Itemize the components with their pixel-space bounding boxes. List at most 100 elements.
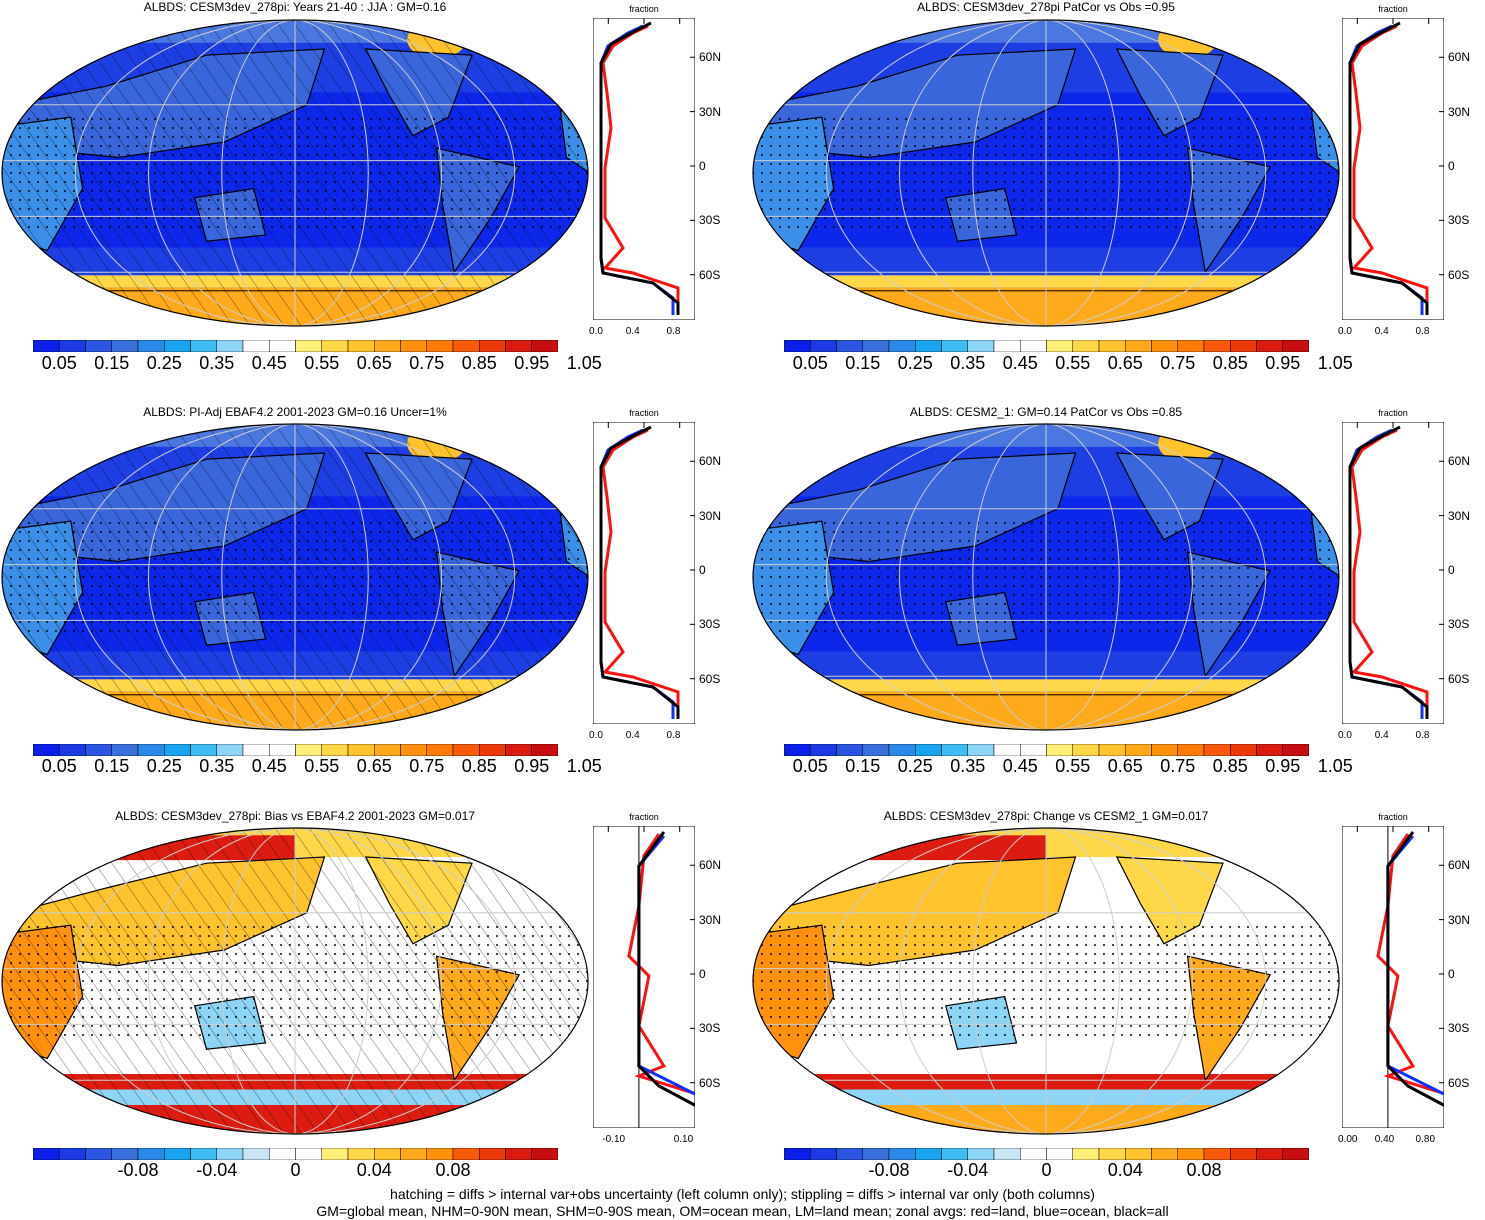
colorbar-swatch [1177, 1148, 1205, 1160]
colorbar-swatch [531, 1148, 558, 1160]
colorbar-label: 0.15 [845, 353, 881, 373]
lat-label: 30N [699, 508, 722, 523]
lat-label: 0 [1448, 562, 1455, 577]
colorbar-swatch [1020, 1148, 1047, 1160]
colorbar-swatch [426, 1148, 454, 1160]
colorbar-swatch [1046, 1148, 1073, 1160]
colorbar-label: 0.75 [409, 756, 445, 776]
colorbar-swatch [269, 1148, 296, 1160]
colorbar-label: 0.55 [304, 756, 340, 776]
map-outline [1, 19, 589, 327]
colorbar-swatch [505, 340, 532, 352]
colorbar-swatch [1125, 1148, 1152, 1160]
colorbar-swatch [888, 340, 916, 352]
zonal-all-curve [599, 425, 680, 719]
colorbar-swatch [216, 340, 244, 352]
colorbar-swatch [321, 1148, 349, 1160]
zonal-land-curve [1350, 428, 1429, 719]
zonal-header: fraction [1378, 408, 1408, 418]
colorbar-label: -0.04 [196, 1160, 238, 1180]
lat-label: 30N [1448, 508, 1471, 523]
colorbar-swatch [1203, 1148, 1231, 1160]
colorbar-label: 0.45 [251, 353, 287, 373]
colorbar-swatch [1282, 340, 1309, 352]
zonal-xtick: 0.0 [589, 730, 603, 741]
colorbar-label: 0.55 [304, 353, 340, 373]
colorbar-label: 1.05 [566, 756, 602, 776]
colorbar-swatch [810, 340, 837, 352]
colorbar-label: 0.35 [950, 756, 986, 776]
colorbar-swatch [1282, 744, 1309, 756]
colorbar-swatch [505, 744, 532, 756]
colorbar-label: 0.65 [1107, 353, 1143, 373]
colorbar-swatch [269, 744, 296, 756]
colorbar-swatch [1098, 340, 1126, 352]
colorbar-label: 0.08 [1186, 1160, 1222, 1180]
lat-label: 0 [699, 158, 706, 173]
colorbar-swatch [967, 340, 995, 352]
colorbar-swatch [85, 1148, 112, 1160]
zonal-plot-p5 [593, 826, 695, 1128]
colorbar-label: 0.08 [435, 1160, 471, 1180]
colorbar-swatch [1098, 1148, 1126, 1160]
colorbar-swatch [374, 1148, 401, 1160]
map-p1 [1, 19, 589, 327]
colorbar-swatch [1072, 1148, 1100, 1160]
zonal-all-curve [1348, 21, 1429, 315]
footer-line-2: GM=global mean, NHM=0-90N mean, SHM=0-90… [316, 1203, 1169, 1219]
zonal-xtick: 0.4 [1374, 730, 1389, 741]
colorbar [33, 744, 558, 756]
colorbar-swatch [164, 340, 191, 352]
lat-label: 30N [699, 912, 722, 927]
colorbar-swatch [810, 1148, 837, 1160]
colorbar-label: 0.75 [409, 353, 445, 373]
zonal-land-curve [1376, 833, 1444, 1096]
colorbar-swatch [426, 744, 454, 756]
lat-label: 30N [1448, 104, 1471, 119]
colorbar-label: 0.04 [356, 1160, 392, 1180]
lat-label: 60N [1448, 858, 1471, 873]
colorbar-label: 0.65 [1107, 756, 1143, 776]
colorbar-label: 0.65 [356, 756, 392, 776]
colorbar-swatch [111, 744, 139, 756]
colorbar-swatch [862, 340, 890, 352]
colorbar-label: 0.95 [514, 353, 550, 373]
zonal-header: fraction [629, 408, 659, 418]
colorbar-label: 0.25 [146, 756, 182, 776]
zonal-land-curve [601, 24, 680, 315]
colorbar-label: 0.95 [1265, 353, 1301, 373]
colorbar-swatch [1203, 744, 1231, 756]
colorbar-swatch [1125, 340, 1152, 352]
colorbar-swatch [216, 744, 244, 756]
colorbar-label: -0.08 [117, 1160, 159, 1180]
colorbar-swatch [993, 1148, 1021, 1160]
map-outline [752, 827, 1340, 1135]
colorbar-swatch [1256, 1148, 1283, 1160]
colorbar-swatch [1230, 744, 1257, 756]
colorbar-label: -0.08 [868, 1160, 910, 1180]
colorbar-label: 1.05 [1317, 756, 1353, 776]
colorbar-label: 0.05 [792, 756, 828, 776]
zonal-xtick: 0.0 [1338, 730, 1352, 741]
colorbar-label: 0.75 [1160, 353, 1196, 373]
colorbar-swatch [242, 744, 270, 756]
panel-title: ALBDS: CESM3dev_278pi PatCor vs Obs =0.9… [917, 0, 1175, 14]
colorbar-swatch [164, 744, 191, 756]
colorbar-swatch [347, 340, 375, 352]
colorbar-label: 0.15 [94, 353, 130, 373]
lat-label: 60N [699, 50, 722, 65]
colorbar-label: 0 [1041, 1160, 1052, 1180]
colorbar-label: -0.04 [947, 1160, 989, 1180]
colorbar-swatch [374, 744, 401, 756]
colorbar-swatch [1230, 1148, 1257, 1160]
colorbar-swatch [993, 340, 1021, 352]
colorbar-swatch [915, 1148, 942, 1160]
colorbar-swatch [321, 340, 349, 352]
zonal-xtick: 0.8 [1415, 326, 1430, 337]
colorbar-swatch [1151, 1148, 1178, 1160]
zonal-xtick: 0.8 [1415, 730, 1430, 741]
map-outline [1, 423, 589, 731]
colorbar-swatch [1256, 340, 1283, 352]
colorbar-swatch [531, 744, 558, 756]
lat-label: 60N [1448, 50, 1471, 65]
